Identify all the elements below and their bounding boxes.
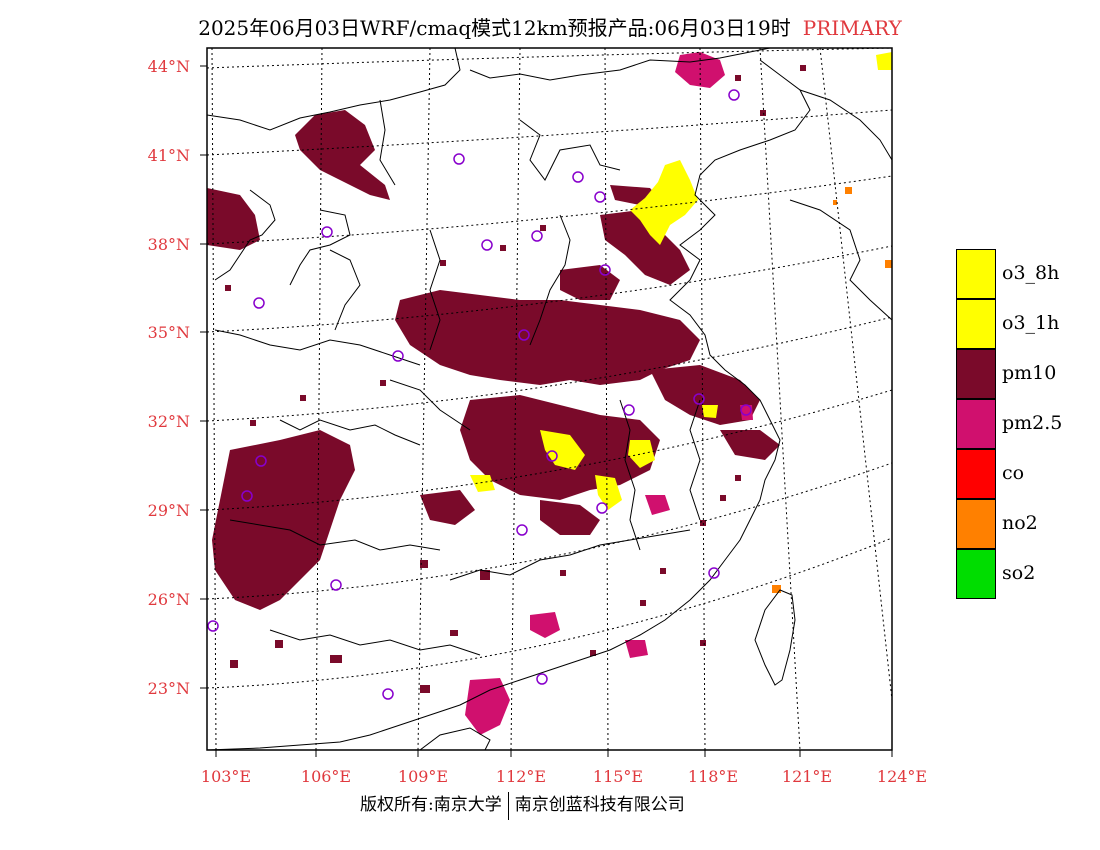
lon-label: 124°E: [877, 767, 927, 786]
lat-label: 32°N: [148, 412, 190, 431]
legend-swatch: [956, 549, 996, 599]
legend-swatch: [956, 249, 996, 299]
title-main: 2025年06月03日WRF/cmaq模式12km预报产品:06月03日19时: [198, 16, 791, 40]
map-title: 2025年06月03日WRF/cmaq模式12km预报产品:06月03日19时 P…: [0, 12, 1100, 40]
speckle-cells: [225, 65, 806, 693]
longitude-labels: 103°E 106°E 109°E 112°E 115°E 118°E 121°…: [201, 767, 927, 786]
copyright-right: 南京创蓝科技有限公司: [514, 795, 685, 815]
legend-label: pm2.5: [1002, 412, 1063, 434]
lat-label: 41°N: [148, 146, 190, 165]
legend-label: pm10: [1002, 362, 1057, 384]
lat-label: 35°N: [148, 323, 190, 342]
copyright-footer: 版权所有:南京大学 南京创蓝科技有限公司: [360, 790, 760, 820]
title-primary-tag: PRIMARY: [802, 16, 902, 40]
legend-label: o3_8h: [1002, 262, 1060, 284]
lon-label: 103°E: [201, 767, 251, 786]
lon-label: 121°E: [782, 767, 832, 786]
graticule: [207, 48, 892, 750]
lat-label: 29°N: [148, 501, 190, 520]
lat-label: 44°N: [148, 57, 190, 76]
legend-label: co: [1002, 462, 1025, 484]
legend-label: so2: [1002, 562, 1036, 584]
lat-label: 23°N: [148, 679, 190, 698]
o3-regions: [470, 52, 892, 510]
legend-swatch: [956, 499, 996, 549]
legend-swatch: [956, 299, 996, 349]
lon-label: 112°E: [496, 767, 546, 786]
pm10-regions: [207, 110, 780, 610]
no2-regions: [772, 187, 892, 593]
lon-label: 106°E: [301, 767, 351, 786]
legend-swatch: [956, 349, 996, 399]
legend-label: o3_1h: [1002, 312, 1060, 334]
legend-label: no2: [1002, 512, 1038, 534]
legend-swatch: [956, 449, 996, 499]
lon-label: 118°E: [688, 767, 738, 786]
boundaries: [207, 48, 892, 750]
lon-label: 115°E: [593, 767, 643, 786]
map-frame: [206, 47, 893, 751]
legend-swatch: [956, 399, 996, 449]
station-markers: [207, 89, 752, 700]
lat-label: 26°N: [148, 590, 190, 609]
copyright-left: 版权所有:南京大学: [360, 795, 502, 815]
lon-label: 109°E: [398, 767, 448, 786]
lat-label: 38°N: [148, 235, 190, 254]
latitude-labels: 44°N 41°N 38°N 35°N 32°N 29°N 26°N 23°N: [148, 57, 190, 698]
footer-separator: [507, 791, 509, 820]
